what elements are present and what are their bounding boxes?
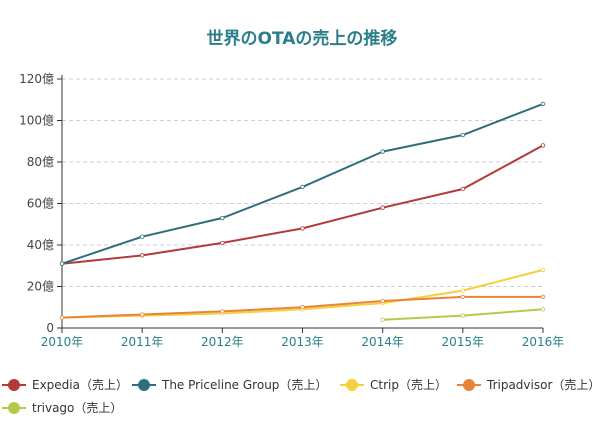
x-tick-label: 2016年: [522, 335, 565, 349]
y-tick-label: 20億: [27, 280, 54, 294]
y-tick-label: 100億: [19, 114, 54, 128]
data-point[interactable]: [139, 312, 145, 317]
legend-item[interactable]: trivago（売上）: [2, 400, 122, 415]
chart-title: 世界のOTAの売上の推移: [207, 28, 398, 49]
series-line: [61, 144, 544, 265]
legend-swatch-marker: [8, 402, 20, 414]
legend-swatch-marker: [8, 379, 20, 391]
data-point[interactable]: [460, 288, 466, 293]
x-tick-label: 2010年: [41, 335, 84, 349]
y-tick-label: 60億: [27, 197, 54, 211]
data-point[interactable]: [540, 267, 546, 273]
data-point[interactable]: [460, 186, 466, 192]
data-point[interactable]: [220, 240, 225, 246]
axes: 0 20億 40億 60億 80億 100億 120億 2010年 2011年 2012年 2013…: [19, 72, 564, 349]
legend-label: trivago（売上）: [32, 400, 122, 415]
data-point[interactable]: [300, 305, 305, 310]
legend-label: Tripadvisor（売上）: [486, 377, 600, 392]
data-point[interactable]: [220, 309, 225, 314]
y-tick-label: 120億: [19, 72, 54, 86]
data-point[interactable]: [460, 313, 466, 318]
legend-item[interactable]: Expedia（売上）: [2, 377, 128, 392]
data-point[interactable]: [139, 253, 145, 258]
y-tick-label: 40億: [27, 238, 54, 252]
x-tick-label: 2012年: [201, 335, 244, 349]
series-1: [59, 101, 546, 266]
data-point[interactable]: [460, 132, 466, 138]
y-tick-label: 0: [46, 321, 54, 335]
data-point[interactable]: [540, 307, 546, 312]
legend-item[interactable]: Ctrip（売上）: [340, 377, 447, 392]
data-point[interactable]: [380, 317, 385, 322]
legend-swatch-marker: [138, 379, 150, 391]
series-2: [59, 267, 546, 320]
data-point[interactable]: [540, 143, 546, 148]
x-tick-label: 2014年: [361, 335, 404, 349]
x-tick-label: 2011年: [121, 335, 164, 349]
data-point[interactable]: [460, 294, 466, 300]
legend-label: The Priceline Group（売上）: [161, 377, 327, 392]
data-point[interactable]: [139, 234, 145, 239]
series: [59, 101, 546, 322]
y-tick-label: 80億: [27, 155, 54, 169]
data-point[interactable]: [380, 298, 385, 304]
x-tick-label: 2013年: [281, 335, 324, 349]
grid: [62, 78, 543, 287]
legend-swatch-marker: [463, 379, 475, 391]
data-point[interactable]: [59, 315, 65, 320]
legend-swatch-marker: [346, 379, 358, 391]
data-point[interactable]: [380, 205, 385, 210]
data-point[interactable]: [380, 149, 385, 154]
legend-item[interactable]: Tripadvisor（売上）: [457, 377, 600, 392]
series-3: [59, 294, 546, 320]
data-point[interactable]: [300, 184, 305, 190]
data-point[interactable]: [540, 294, 546, 300]
data-point[interactable]: [220, 215, 225, 221]
legend-label: Expedia（売上）: [32, 377, 128, 392]
series-4: [380, 307, 546, 322]
data-point[interactable]: [540, 101, 546, 107]
legend-label: Ctrip（売上）: [370, 377, 447, 392]
x-tick-label: 2015年: [442, 335, 485, 349]
legend: Expedia（売上） The Priceline Group（売上） Ctrip（…: [2, 377, 600, 415]
legend-item[interactable]: The Priceline Group（売上）: [132, 377, 327, 392]
data-point[interactable]: [300, 226, 305, 231]
data-point[interactable]: [59, 261, 65, 266]
